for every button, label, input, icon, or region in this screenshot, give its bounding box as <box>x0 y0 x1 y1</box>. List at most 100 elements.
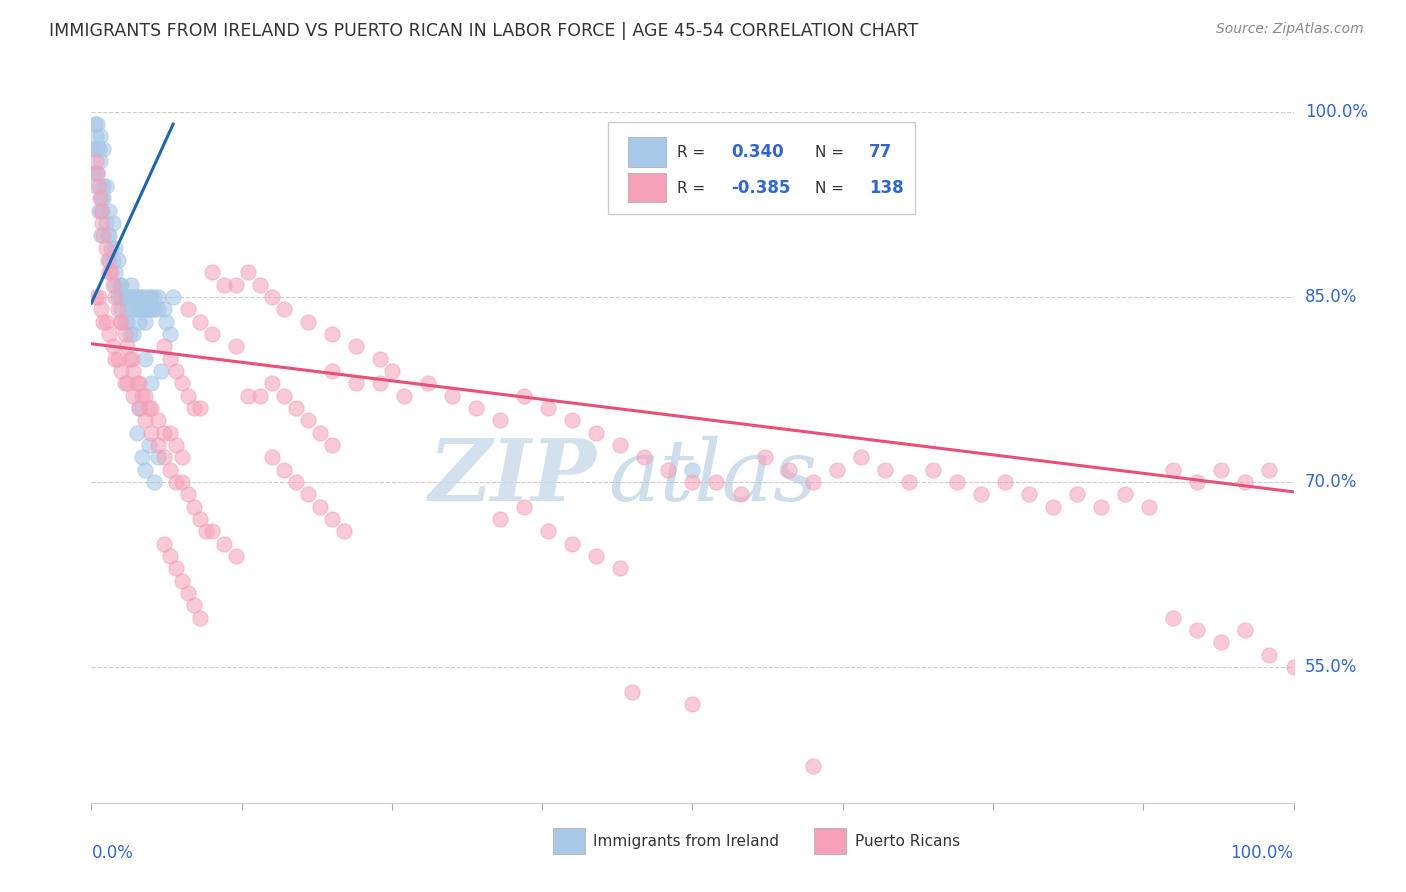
Point <box>134 290 156 304</box>
Point <box>114 376 136 391</box>
Point <box>188 512 211 526</box>
Point <box>609 561 631 575</box>
Point <box>681 475 703 489</box>
Point <box>152 302 174 317</box>
Point <box>107 290 129 304</box>
Point <box>110 277 132 292</box>
Point <box>121 290 143 304</box>
Point <box>122 389 145 403</box>
Point <box>368 376 391 391</box>
Point <box>150 364 173 378</box>
Point <box>225 339 247 353</box>
Point <box>1161 611 1184 625</box>
Point <box>97 228 120 243</box>
Point <box>1187 475 1209 489</box>
Point <box>321 512 343 526</box>
Point <box>159 463 181 477</box>
Text: N =: N = <box>815 145 844 160</box>
Point <box>84 117 107 131</box>
Point <box>104 351 127 366</box>
Text: 138: 138 <box>869 179 904 197</box>
Point <box>138 438 160 452</box>
Point <box>344 376 367 391</box>
Text: R =: R = <box>676 181 704 196</box>
Point <box>101 339 124 353</box>
Point <box>86 117 108 131</box>
Point <box>107 302 129 317</box>
Point <box>513 389 536 403</box>
Point <box>585 549 607 563</box>
Point <box>849 450 872 465</box>
Point <box>994 475 1017 489</box>
Text: 70.0%: 70.0% <box>1305 473 1357 491</box>
Point <box>321 364 343 378</box>
Point <box>110 277 132 292</box>
Point <box>297 487 319 501</box>
Point <box>1018 487 1040 501</box>
Point <box>260 450 283 465</box>
Point <box>344 339 367 353</box>
Point <box>273 389 295 403</box>
Point <box>1258 648 1281 662</box>
Point <box>86 167 108 181</box>
FancyBboxPatch shape <box>627 137 666 167</box>
Point <box>90 203 112 218</box>
Point <box>273 302 295 317</box>
Point <box>225 277 247 292</box>
Point <box>146 438 169 452</box>
Point <box>152 450 174 465</box>
Point <box>201 524 224 539</box>
Point <box>585 425 607 440</box>
Text: atlas: atlas <box>609 435 817 518</box>
Point <box>778 463 800 477</box>
Point <box>97 252 120 267</box>
Point <box>94 178 117 193</box>
Text: ZIP: ZIP <box>429 435 596 519</box>
Point <box>118 351 141 366</box>
Point <box>489 413 512 427</box>
Point <box>94 315 117 329</box>
Point <box>201 265 224 279</box>
Point <box>183 599 205 613</box>
Point <box>183 500 205 514</box>
Point <box>333 524 356 539</box>
Point <box>321 326 343 341</box>
Point <box>110 364 132 378</box>
Point <box>98 228 121 243</box>
Point <box>122 302 145 317</box>
Point <box>101 216 124 230</box>
Point <box>142 475 165 489</box>
Point <box>104 240 127 255</box>
Point <box>134 389 156 403</box>
Point <box>1234 475 1257 489</box>
Point <box>146 450 169 465</box>
Point <box>93 178 115 193</box>
Point <box>89 129 111 144</box>
Point <box>681 463 703 477</box>
Point <box>146 290 169 304</box>
Point <box>284 401 307 415</box>
Point <box>114 315 136 329</box>
FancyBboxPatch shape <box>627 173 666 202</box>
Point <box>176 389 198 403</box>
Point <box>1137 500 1160 514</box>
Point <box>114 326 136 341</box>
Text: 85.0%: 85.0% <box>1305 288 1357 306</box>
Point <box>188 611 211 625</box>
Text: N =: N = <box>815 181 844 196</box>
Point <box>94 216 117 230</box>
Point <box>273 463 295 477</box>
Point <box>94 240 117 255</box>
Point <box>873 463 896 477</box>
Point <box>537 401 560 415</box>
Point <box>165 438 187 452</box>
Point <box>134 351 156 366</box>
Point <box>104 265 127 279</box>
Point <box>236 265 259 279</box>
Point <box>110 290 132 304</box>
Point <box>249 277 271 292</box>
Point <box>131 290 153 304</box>
Point <box>84 129 107 144</box>
Text: 77: 77 <box>869 143 893 161</box>
Text: Immigrants from Ireland: Immigrants from Ireland <box>593 834 779 848</box>
